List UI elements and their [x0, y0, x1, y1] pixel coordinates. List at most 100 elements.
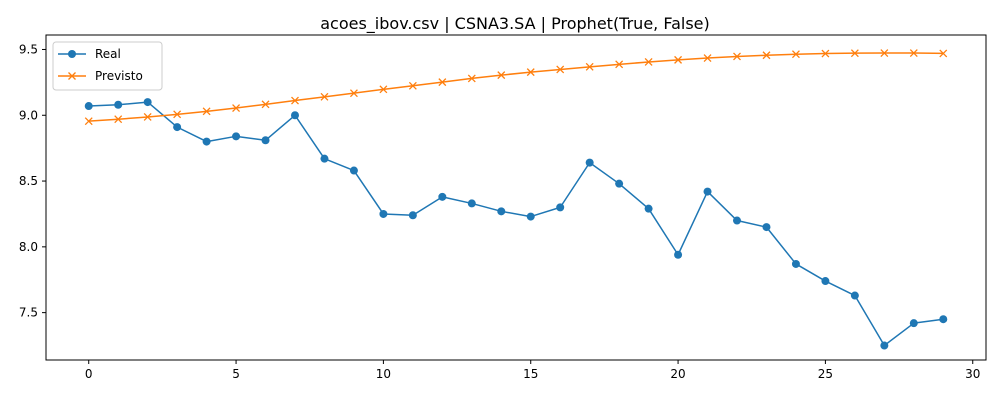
x-tick-label: 5	[232, 367, 240, 381]
data-point	[143, 98, 152, 107]
series-layer	[84, 49, 948, 350]
x-marker-stroke	[84, 117, 93, 126]
x-tick-label: 15	[523, 367, 538, 381]
x-marker-stroke	[850, 49, 859, 58]
x-marker-stroke	[291, 96, 299, 105]
data-point	[762, 223, 771, 232]
legend-marker	[68, 72, 76, 80]
x-tick-label: 30	[965, 367, 980, 381]
data-point	[143, 113, 152, 121]
data-point	[674, 250, 683, 259]
x-marker-stroke	[467, 74, 476, 83]
x-marker-stroke	[202, 107, 211, 116]
data-point	[261, 100, 270, 109]
x-marker-stroke	[143, 113, 152, 121]
data-point	[703, 187, 712, 196]
data-point	[909, 319, 918, 328]
data-point	[585, 158, 594, 167]
x-marker-stroke	[762, 51, 771, 60]
data-point	[408, 211, 417, 220]
x-marker-stroke	[173, 110, 182, 119]
x-marker-stroke	[379, 85, 388, 94]
x-marker-stroke	[261, 100, 270, 109]
plot-frame	[45, 34, 987, 361]
x-marker-stroke	[821, 49, 830, 58]
series-previsto	[84, 49, 948, 126]
data-point	[615, 179, 624, 188]
data-point	[467, 74, 476, 83]
x-marker-stroke	[408, 81, 417, 90]
x-marker-stroke	[939, 49, 948, 58]
data-point	[939, 49, 948, 58]
x-marker-stroke	[232, 104, 241, 112]
data-point	[202, 107, 211, 116]
data-point	[84, 102, 93, 111]
x-marker-stroke	[644, 58, 653, 66]
x-marker-stroke	[880, 49, 889, 57]
data-point	[202, 137, 211, 146]
legend-label: Previsto	[95, 69, 143, 83]
x-marker-stroke	[791, 50, 800, 59]
data-point	[674, 55, 683, 64]
x-marker-stroke	[556, 65, 565, 74]
x-marker-stroke	[438, 78, 447, 87]
data-point	[880, 49, 889, 57]
data-point	[173, 110, 182, 119]
data-point	[703, 54, 712, 62]
data-point	[791, 50, 800, 59]
data-point	[114, 100, 123, 109]
data-point	[733, 216, 742, 225]
data-point	[232, 132, 241, 141]
data-point	[349, 89, 358, 98]
x-tick-label: 10	[376, 367, 391, 381]
data-point	[526, 68, 535, 77]
chart-title: acoes_ibov.csv | CSNA3.SA | Prophet(True…	[320, 14, 710, 34]
x-marker-stroke	[526, 68, 535, 77]
data-point	[261, 136, 270, 145]
x-axis: 0 5 10 15 20 25 30	[85, 360, 980, 381]
data-point	[291, 96, 299, 105]
data-point	[290, 111, 299, 120]
x-tick-label: 25	[818, 367, 833, 381]
x-marker-stroke	[909, 49, 918, 57]
data-point	[556, 65, 565, 74]
y-tick-label: 9.0	[19, 108, 38, 122]
legend-item-real: Real	[58, 47, 121, 61]
data-point	[556, 203, 565, 212]
data-point	[379, 85, 388, 94]
data-point	[791, 259, 800, 268]
legend-label: Real	[95, 47, 121, 61]
data-point	[821, 277, 830, 286]
data-point	[349, 166, 358, 175]
data-point	[497, 71, 506, 80]
x-marker-stroke	[114, 115, 123, 124]
y-tick-label: 8.5	[19, 174, 38, 188]
y-tick-label: 9.5	[19, 42, 38, 56]
data-point	[585, 62, 594, 71]
data-point	[320, 154, 329, 163]
data-point	[379, 209, 388, 218]
series-real	[84, 98, 948, 350]
x-marker-stroke	[615, 60, 624, 69]
data-point	[939, 315, 948, 324]
x-marker-stroke	[497, 71, 506, 80]
series-line	[88, 52, 944, 122]
legend-marker	[68, 50, 76, 58]
data-point	[438, 78, 447, 87]
data-point	[880, 341, 889, 350]
legend-item-previsto: Previsto	[58, 69, 143, 83]
data-point	[850, 49, 859, 58]
data-point	[84, 117, 93, 126]
data-point	[850, 291, 859, 300]
data-point	[615, 60, 624, 69]
data-point	[644, 58, 653, 66]
x-marker-stroke	[733, 52, 741, 61]
data-point	[408, 81, 417, 90]
y-tick-label: 7.5	[19, 306, 38, 320]
data-point	[114, 115, 123, 124]
data-point	[232, 104, 241, 112]
data-point	[821, 49, 830, 58]
data-point	[762, 51, 771, 60]
